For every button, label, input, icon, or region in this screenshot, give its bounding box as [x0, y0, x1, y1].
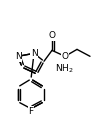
- Text: NH$_2$: NH$_2$: [55, 63, 74, 75]
- Text: O: O: [61, 52, 68, 61]
- Text: N: N: [31, 49, 37, 58]
- Text: O: O: [49, 31, 55, 40]
- Text: F: F: [28, 107, 34, 116]
- Text: N: N: [15, 52, 21, 61]
